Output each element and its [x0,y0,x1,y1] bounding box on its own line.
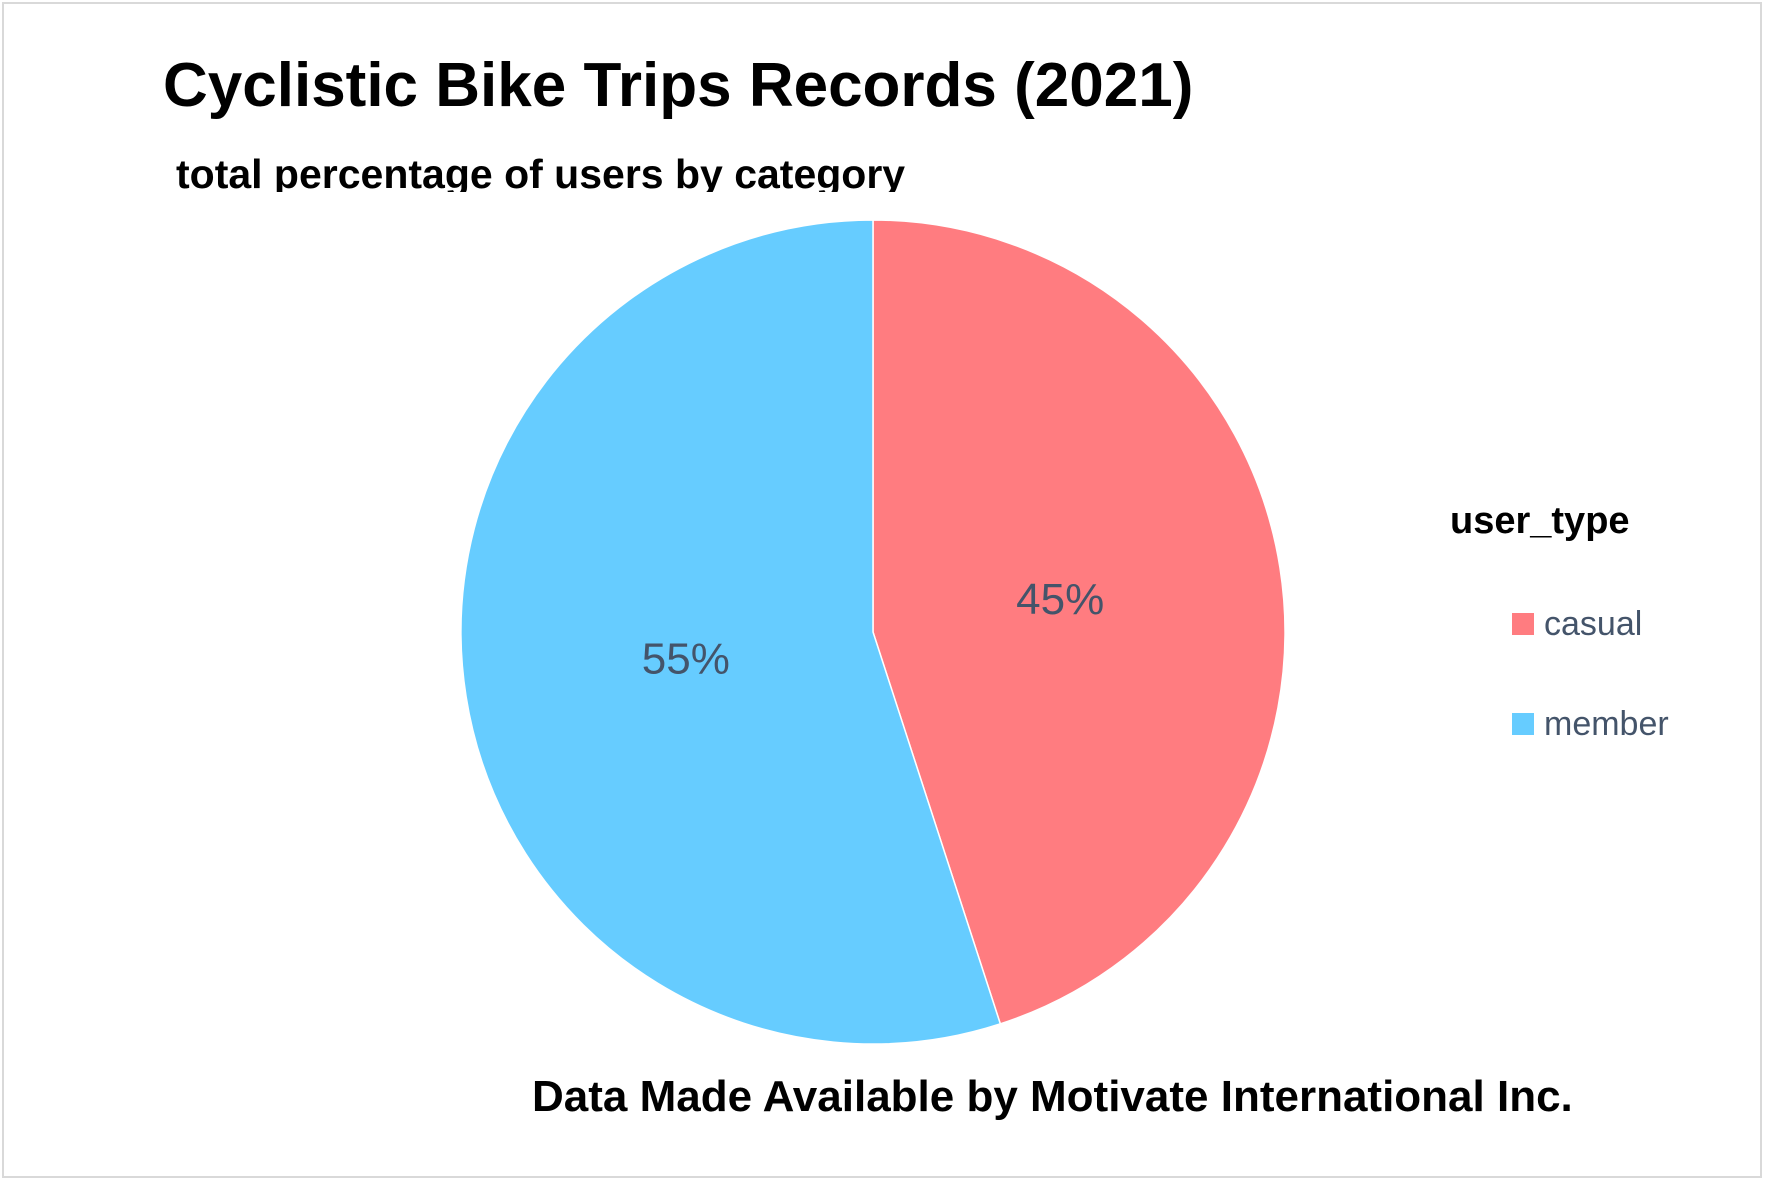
chart-subtitle: total percentage of users by category [176,151,906,192]
pie-data-labels: 45% 55% [642,575,1104,683]
pie-data-label-casual: 45% [1016,575,1104,624]
legend-swatch-member [1512,713,1534,735]
legend-swatch-casual [1512,613,1534,635]
chart-title: Cyclistic Bike Trips Records (2021) [163,51,1194,120]
source-annotation: Data Made Available by Motivate Internat… [532,1072,1573,1121]
legend-title: user_type [1450,500,1630,542]
legend-item-member: member [1512,698,1669,750]
pie-data-label-member: 55% [642,634,730,683]
legend-label-member: member [1544,704,1669,743]
pie-slice-member [460,219,1002,1045]
pie-slices [460,219,1286,1045]
legend-item-casual: casual [1512,598,1669,650]
pie-slice-casual [872,219,1286,1025]
chart-subtitle-container: total percentage of users by category [176,150,1076,192]
legend: casual member [1512,598,1669,798]
legend-label-casual: casual [1544,604,1643,643]
